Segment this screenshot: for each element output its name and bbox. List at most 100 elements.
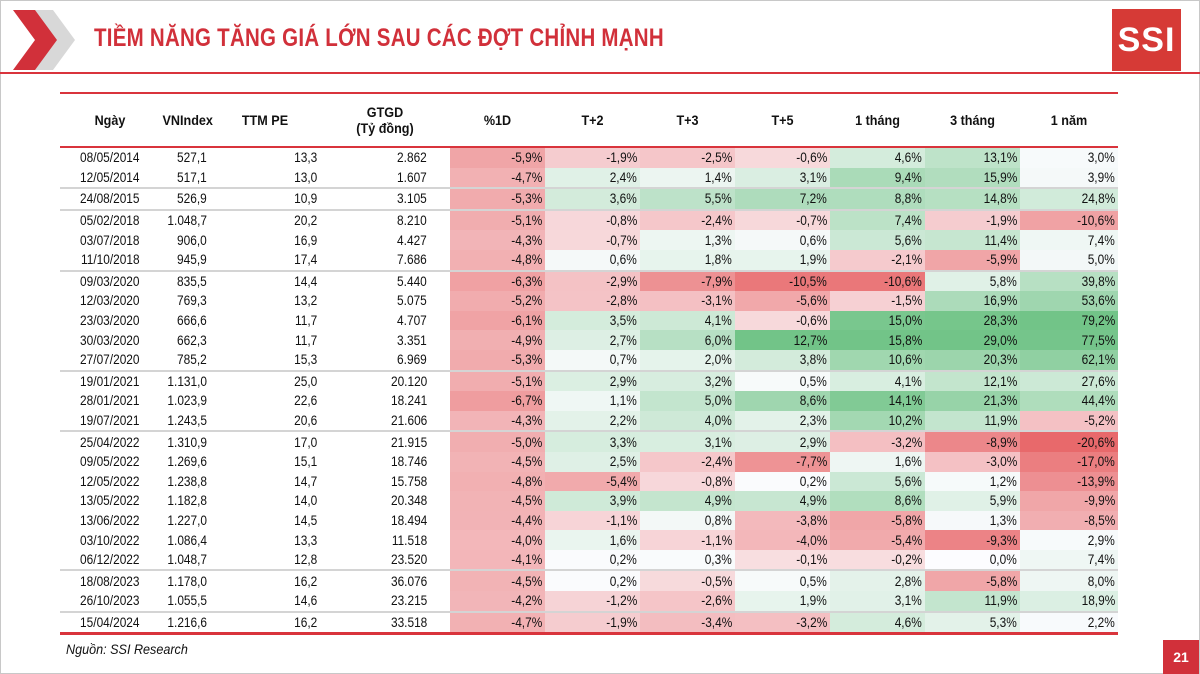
table-cell: -2,4% [640,209,735,231]
column-header: T+2 [550,93,636,147]
cell-value: -5,4% [605,473,637,489]
cell-value: 06/12/2022 [80,552,140,568]
cell-value: 28,3% [983,313,1017,329]
table-cell: 21,3% [925,391,1020,411]
table-cell: 1,2% [925,471,1020,492]
table-cell: 62,1% [1020,349,1118,372]
table-cell: -3,1% [640,291,735,311]
table-cell: 08/05/2014 [60,147,160,168]
cell-value: 11,9% [984,413,1017,429]
cell-value: 4,6% [894,614,922,630]
table-row: 08/05/2014 527,1 13,3 2.862 -5,9% -1,9% -2,5% -… [60,147,1118,168]
cell-value: 8.210 [397,213,427,229]
table-cell: -8,5% [1020,510,1118,531]
table-cell: 20,2 [210,210,320,231]
cell-value: 4,9% [799,493,827,509]
table-cell: 3,1% [640,431,735,452]
table-cell: 5,0% [640,391,735,411]
cell-value: -17,0% [1077,454,1115,470]
cell-value: 20.348 [390,493,427,509]
column-header-label: 1 năm [1050,112,1088,128]
cell-value: 11,7 [294,313,317,329]
column-header-sublabel: (Tỷ đồng) [356,120,414,136]
table-cell: 1,6% [830,451,925,472]
cell-value: -2,1% [890,252,922,268]
cell-value: -20,6% [1077,434,1115,450]
cell-value: -5,9% [985,252,1017,268]
cell-value: -4,8% [510,252,542,268]
column-header-label: 3 tháng [950,112,995,128]
cell-value: 3.351 [397,332,427,348]
column-header-label: T+3 [676,112,699,128]
cell-value: 2,5% [609,454,637,470]
cell-value: 21,3% [983,393,1017,409]
table-cell: 39,8% [1020,270,1118,292]
table-row: 12/05/2022 1.238,8 14,7 15.758 -4,8% -5,4% -0,… [60,471,1118,492]
table-cell: 0,8% [640,510,735,531]
table-cell: 10,2% [830,410,925,433]
cell-value: -1,9% [605,614,637,630]
cell-value: -10,6% [884,273,922,289]
column-header: 1 năm [1025,93,1113,147]
table-cell: -5,9% [450,147,545,168]
table-cell: 15,1 [210,452,320,472]
table-cell: 4,1% [830,370,925,392]
table-cell: 27/07/2020 [60,349,160,372]
cell-value: 14,5 [293,512,317,528]
cell-value: 3,0% [1087,150,1115,166]
cell-value: 517,1 [177,169,207,185]
header-divider [0,72,1200,74]
table-cell: 6.969 [320,349,450,372]
table-cell: 2,3% [735,410,830,433]
table-cell: 1.182,8 [160,491,210,511]
table-cell: 1,8% [640,249,735,272]
table-cell: 7,4% [1020,230,1118,250]
table-cell: 2,9% [545,370,640,392]
table-cell: 0,5% [735,570,830,592]
table-cell: 29,0% [925,330,1020,350]
column-header: VNIndex [163,93,213,147]
cell-value: -3,4% [700,614,732,630]
cell-value: -4,3% [510,232,542,248]
table-cell: 11,7 [210,311,320,331]
cell-value: 11,4% [984,232,1017,248]
table-cell: 14,7 [210,472,320,492]
table-cell: 3,8% [735,349,830,372]
table-cell: 1.023,9 [160,391,210,411]
column-header: TTM PE [216,93,315,147]
table-cell: 5,9% [925,491,1020,511]
table-cell: 0,2% [545,570,640,592]
table-cell: -9,3% [925,530,1020,550]
cell-value: -4,5% [510,493,542,509]
table-cell: -4,7% [450,167,545,190]
cell-value: 09/03/2020 [80,273,140,289]
cell-value: -0,7% [795,213,827,229]
cell-value: 666,6 [177,313,207,329]
table-cell: 1.048,7 [160,549,210,572]
column-header: 3 tháng [930,93,1016,147]
cell-value: 1,9% [799,593,827,609]
source-note: Nguồn: SSI Research [66,641,188,657]
cell-value: 26/10/2023 [80,593,140,609]
cell-value: 1.216,6 [167,614,207,630]
table-cell: 0,6% [735,230,830,250]
table-cell: -3,4% [640,611,735,636]
table-cell: 0,3% [640,549,735,572]
table-cell: 17,0 [210,431,320,452]
table-cell: 1,9% [735,249,830,272]
table-cell: 13,3 [210,530,320,550]
cell-value: 20.120 [390,373,427,389]
cell-value: -2,4% [700,213,732,229]
table-row: 28/01/2021 1.023,9 22,6 18.241 -6,7% 1,1% 5,0%… [60,391,1118,411]
table-cell: 1,9% [735,591,830,613]
cell-value: -0,6% [795,313,827,329]
table-cell: -4,3% [450,230,545,250]
table-cell: 2,2% [1020,611,1118,636]
table-cell: 16,2 [210,570,320,591]
table-cell: -5,2% [450,291,545,311]
table-cell: 2,8% [830,570,925,592]
table-cell: 2,9% [1020,530,1118,550]
cell-value: 27/07/2020 [80,352,140,368]
cell-value: 6,0% [704,332,732,348]
table-cell: -4,7% [450,611,545,636]
